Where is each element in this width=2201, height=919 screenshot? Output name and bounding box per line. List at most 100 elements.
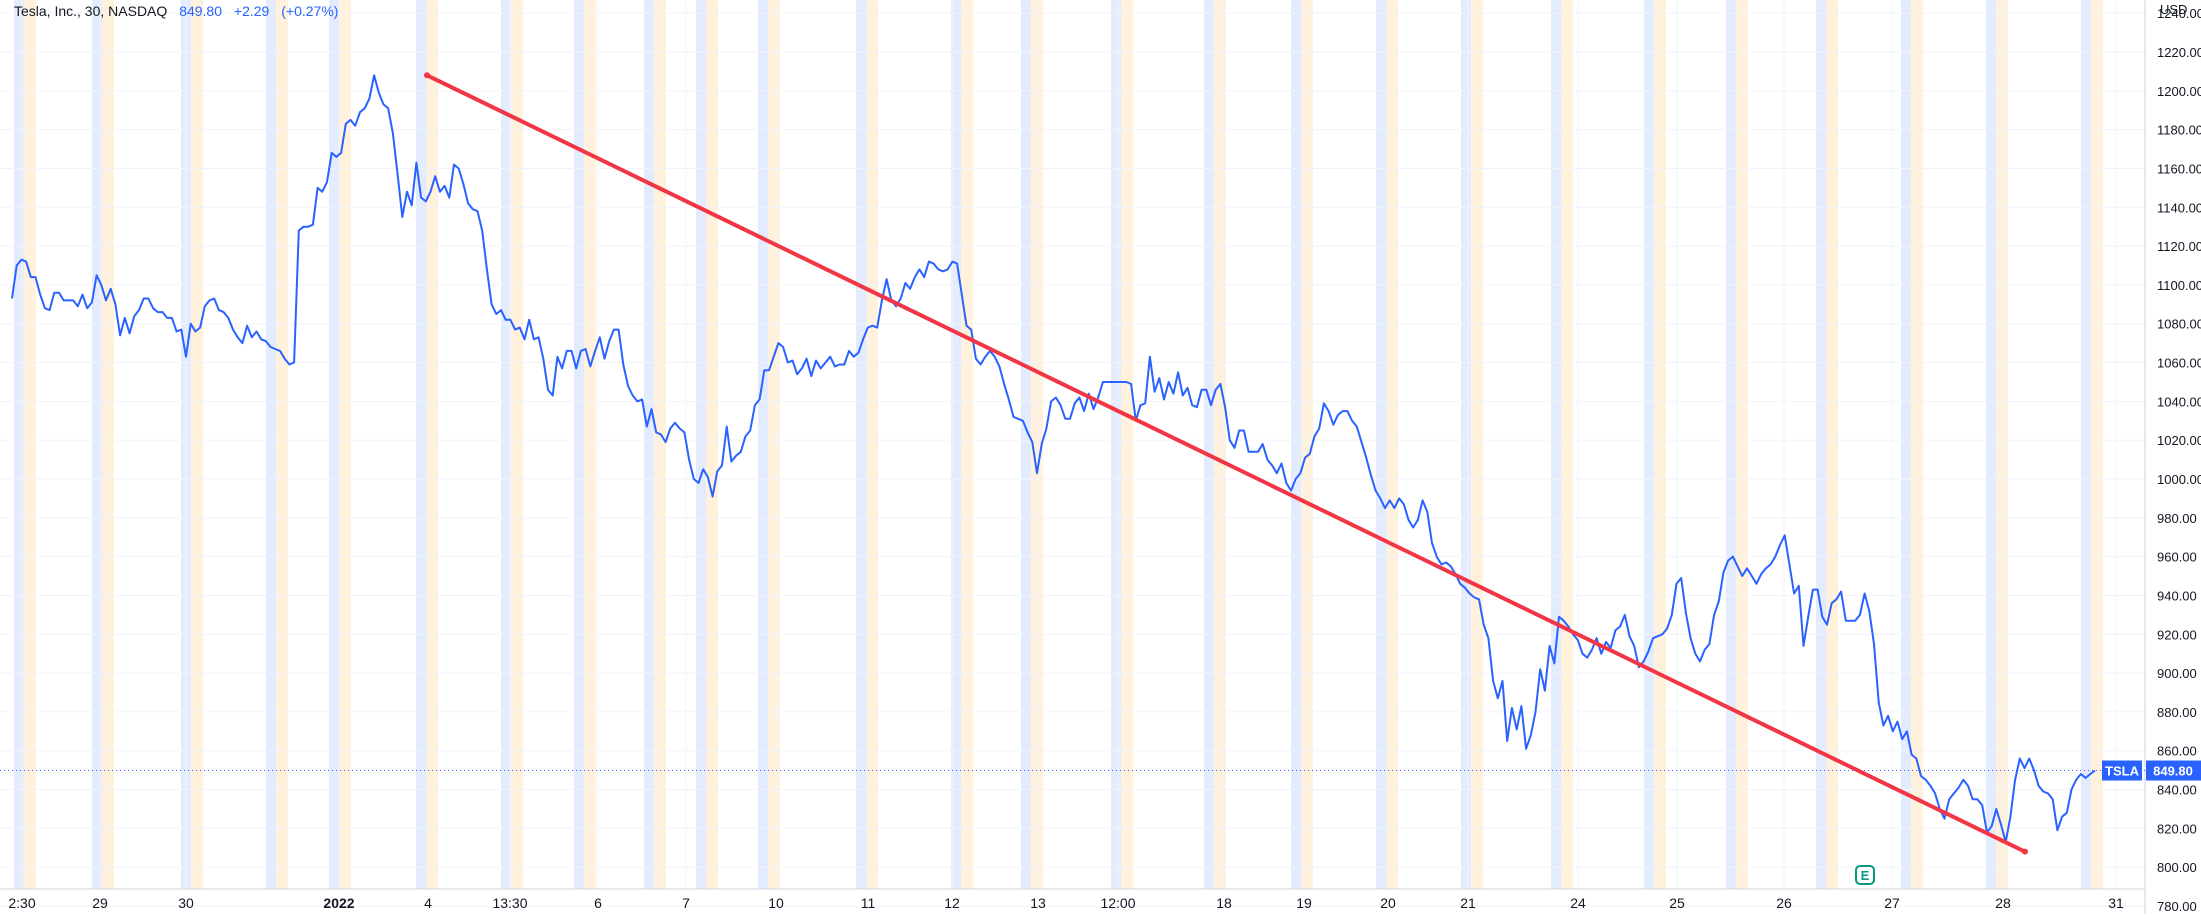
- y-tick-label: 1140.00: [2157, 200, 2201, 215]
- afterhours-band: [1996, 0, 2008, 889]
- premarket-band: [1816, 0, 1826, 889]
- afterhours-band: [1301, 0, 1313, 889]
- y-tick-label: 1020.00: [2157, 433, 2201, 448]
- y-tick-label: 880.00: [2157, 705, 2197, 720]
- x-tick-label: 31: [2108, 895, 2124, 911]
- y-tick-label: 780.00: [2157, 899, 2197, 914]
- y-tick-label: 860.00: [2157, 744, 2197, 759]
- afterhours-band: [339, 0, 351, 889]
- afterhours-band: [102, 0, 114, 889]
- premarket-band: [951, 0, 961, 889]
- y-tick-label: 1160.00: [2157, 161, 2201, 176]
- earnings-marker-label: E: [1861, 868, 1870, 883]
- price-change-percent: (+0.27%): [281, 3, 339, 19]
- afterhours-band: [1736, 0, 1748, 889]
- y-tick-label: 1040.00: [2157, 394, 2201, 409]
- afterhours-band: [866, 0, 878, 889]
- premarket-band: [2081, 0, 2091, 889]
- premarket-band: [92, 0, 102, 889]
- afterhours-band: [654, 0, 666, 889]
- premarket-band: [1204, 0, 1214, 889]
- premarket-band: [1901, 0, 1911, 889]
- premarket-band: [574, 0, 584, 889]
- premarket-band: [266, 0, 276, 889]
- afterhours-band: [1471, 0, 1483, 889]
- afterhours-band: [1826, 0, 1838, 889]
- y-tick-label: 1240.00: [2157, 6, 2201, 21]
- afterhours-band: [191, 0, 203, 889]
- price-axis-unit: USD: [2160, 2, 2188, 17]
- earnings-marker: E: [1855, 865, 1875, 885]
- afterhours-band: [706, 0, 718, 889]
- afterhours-band: [2091, 0, 2103, 889]
- trendline-handle: [2022, 848, 2028, 855]
- trendline-handle: [424, 72, 430, 79]
- x-tick-label: 25: [1669, 895, 1685, 911]
- afterhours-band: [1386, 0, 1398, 889]
- x-tick-label: 13:30: [492, 895, 527, 911]
- afterhours-band: [1654, 0, 1666, 889]
- afterhours-band: [24, 0, 36, 889]
- x-tick-label: 27: [1884, 895, 1900, 911]
- x-tick-label: 4: [424, 895, 432, 911]
- premarket-band: [644, 0, 654, 889]
- x-tick-label: 24: [1570, 895, 1586, 911]
- premarket-band: [329, 0, 339, 889]
- x-tick-label: 26: [1776, 895, 1792, 911]
- afterhours-band: [511, 0, 523, 889]
- x-tick-label: 2022: [323, 895, 354, 911]
- y-tick-label: 1120.00: [2157, 239, 2201, 254]
- x-tick-label: 28: [1995, 895, 2011, 911]
- trendline: [425, 73, 2027, 854]
- x-tick-label: 12:00: [1100, 895, 1135, 911]
- afterhours-band: [426, 0, 438, 889]
- y-tick-label: 1080.00: [2157, 317, 2201, 332]
- x-tick-label: 10: [768, 895, 784, 911]
- earnings-marker-box: [1855, 865, 1875, 885]
- y-tick-label: 1000.00: [2157, 472, 2201, 487]
- y-tick-label: 800.00: [2157, 860, 2197, 875]
- price-tag: 849.80: [2153, 764, 2193, 779]
- x-tick-label: 11: [861, 895, 876, 911]
- x-tick-label: 6: [594, 895, 602, 911]
- x-tick-label: 13: [1030, 895, 1046, 911]
- x-tick-label: 2:30: [8, 895, 35, 911]
- x-tick-label: 21: [1460, 895, 1476, 911]
- symbol-tag-bg: [2102, 760, 2142, 781]
- afterhours-band: [961, 0, 973, 889]
- y-tick-label: 840.00: [2157, 783, 2197, 798]
- afterhours-band: [1121, 0, 1133, 889]
- premarket-band: [1551, 0, 1561, 889]
- premarket-band: [416, 0, 426, 889]
- premarket-band: [1726, 0, 1736, 889]
- last-price: 849.80: [179, 3, 223, 19]
- afterhours-band: [1561, 0, 1573, 889]
- y-tick-label: 900.00: [2157, 666, 2197, 681]
- premarket-band: [501, 0, 511, 889]
- premarket-band: [1461, 0, 1471, 889]
- premarket-band: [1111, 0, 1121, 889]
- chart-legend: Tesla, Inc., 30, NASDAQ 849.80 +2.29 (+0…: [14, 2, 346, 20]
- premarket-band: [1376, 0, 1386, 889]
- y-tick-label: 940.00: [2157, 588, 2197, 603]
- x-tick-label: 20: [1380, 895, 1396, 911]
- y-tick-label: 1180.00: [2157, 123, 2201, 138]
- symbol-tag: TSLA: [2105, 764, 2140, 779]
- premarket-band: [1986, 0, 1996, 889]
- x-tick-label: 12: [944, 895, 960, 911]
- premarket-band: [696, 0, 706, 889]
- premarket-band: [1021, 0, 1031, 889]
- y-tick-label: 1200.00: [2157, 84, 2201, 99]
- afterhours-band: [276, 0, 288, 889]
- afterhours-band: [1911, 0, 1923, 889]
- price-change: +2.29: [233, 3, 270, 19]
- x-tick-label: 18: [1216, 895, 1232, 911]
- premarket-band: [1291, 0, 1301, 889]
- premarket-band: [758, 0, 768, 889]
- series-line-tsla: [11, 74, 2096, 843]
- premarket-band: [856, 0, 866, 889]
- premarket-band: [1644, 0, 1654, 889]
- y-tick-label: 1220.00: [2157, 45, 2201, 60]
